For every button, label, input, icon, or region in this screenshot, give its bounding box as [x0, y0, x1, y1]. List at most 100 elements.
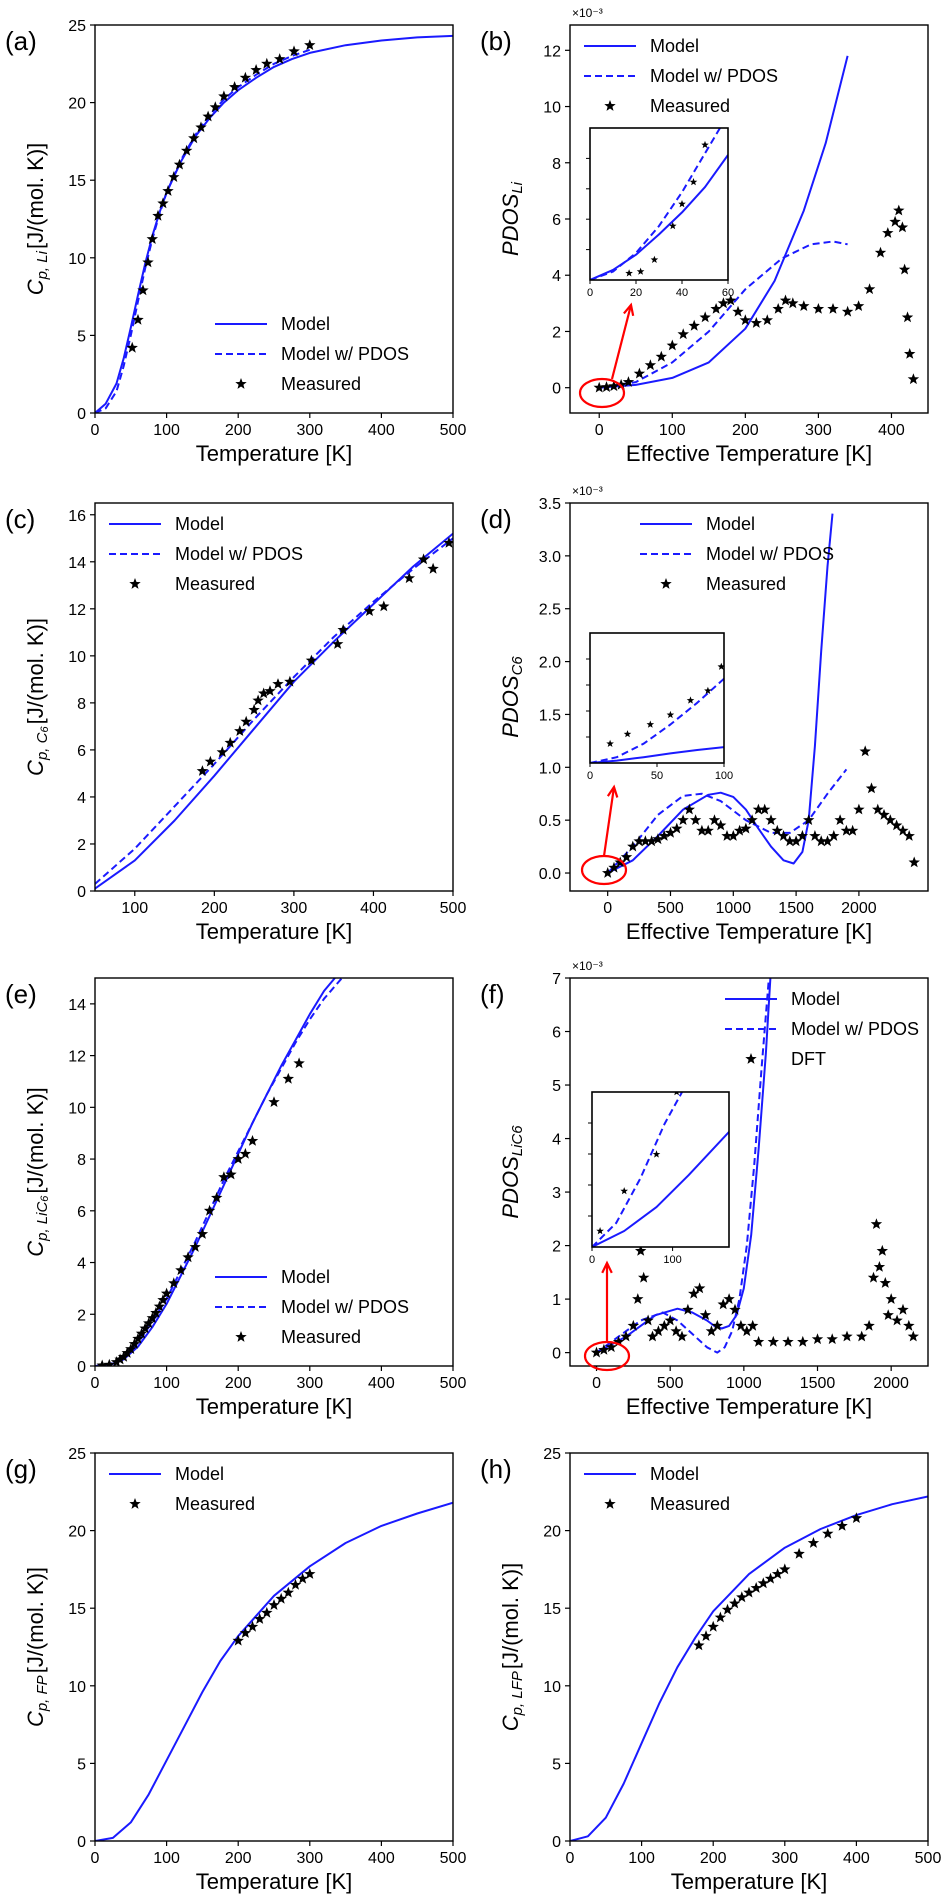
x-tick-label: 0 — [91, 1850, 100, 1867]
series-marker-marker — [188, 132, 200, 144]
inset-series-marker-marker — [650, 255, 659, 263]
legend-marker-star — [129, 1498, 141, 1509]
series-marker-marker — [114, 1353, 126, 1365]
series-marker-marker — [796, 830, 809, 841]
series-marker-marker — [157, 1294, 169, 1305]
series-marker-marker — [893, 204, 905, 216]
series-marker-marker — [304, 39, 316, 50]
x-axis-label: Temperature [K] — [196, 919, 353, 944]
plot-frame — [569, 502, 929, 892]
y-tick-label: 3.5 — [539, 496, 561, 513]
legend-label: Model — [650, 1464, 699, 1484]
series-marker-marker — [150, 1307, 162, 1318]
x-tick-label: 200 — [225, 1375, 252, 1392]
y-tick-label: 3 — [552, 1185, 561, 1202]
series-dashed-series — [95, 537, 453, 885]
series-solid-line — [95, 1501, 453, 1841]
series-marker-marker — [160, 1287, 173, 1299]
series-marker-marker — [252, 694, 264, 706]
x-tick-label: 300 — [296, 422, 323, 439]
series-marker-marker — [218, 90, 230, 102]
y-tick-label: 15 — [68, 173, 86, 190]
inset-x-tick-label: 20 — [630, 287, 642, 299]
y-axis-label-unit: [J/(mol. K)] — [498, 1563, 523, 1669]
series-marker-marker — [852, 300, 865, 311]
series-marker-marker — [765, 814, 777, 825]
series-marker-marker — [254, 1613, 266, 1624]
series-marker-marker — [907, 373, 920, 385]
sci-multiplier: ×10⁻³ — [572, 6, 603, 20]
legend-marker-star — [604, 100, 616, 111]
series-marker-series — [590, 1218, 919, 1358]
x-tick-label: 400 — [843, 1850, 870, 1867]
x-tick-label: 300 — [281, 900, 308, 917]
y-tick-label: 15 — [68, 1601, 86, 1618]
series-marker-marker — [772, 303, 784, 314]
series-marker-marker — [699, 311, 711, 323]
series-marker-marker — [203, 1204, 216, 1216]
series-marker-marker — [873, 1261, 886, 1272]
inset-series-marker-marker — [704, 686, 712, 694]
y-axis-label: PDOSC6 — [498, 656, 526, 738]
y-tick-label: 2 — [552, 324, 561, 341]
y-tick-label: 25 — [543, 1446, 561, 1463]
series-marker-marker — [189, 1241, 201, 1252]
legend-marker-star — [604, 1498, 616, 1509]
series-marker-marker — [363, 605, 376, 616]
inset-x-tick-label: 60 — [722, 287, 734, 299]
x-tick-label: 0 — [592, 1375, 601, 1392]
x-tick-label: 400 — [368, 422, 395, 439]
x-tick-label: 500 — [440, 900, 467, 917]
series-marker-marker — [856, 1330, 868, 1342]
y-tick-label: 1 — [552, 1292, 561, 1309]
inset-series-marker-marker — [678, 200, 686, 208]
inset-series-marker-marker — [666, 710, 675, 719]
series-marker-marker — [723, 1293, 735, 1304]
y-tick-label: 2.0 — [539, 655, 561, 672]
y-tick-label: 14 — [68, 997, 86, 1014]
series-marker-marker — [232, 1634, 244, 1646]
series-marker-marker — [793, 1547, 805, 1559]
inset-background — [592, 1092, 729, 1247]
series-marker-marker — [612, 1335, 625, 1347]
sci-multiplier: ×10⁻³ — [572, 959, 603, 973]
inset-x-tick-label: 0 — [589, 1254, 595, 1266]
series-marker-marker — [204, 755, 217, 767]
series-marker-marker — [282, 1072, 294, 1084]
legend-label: Measured — [175, 574, 255, 594]
x-tick-label: 400 — [368, 1375, 395, 1392]
series-marker-marker — [853, 803, 865, 815]
series-marker-marker — [714, 1611, 727, 1623]
series-marker-marker — [264, 685, 276, 696]
y-tick-label: 20 — [68, 96, 86, 113]
x-tick-label: 200 — [225, 1850, 252, 1867]
y-axis-label: Cp, LiC6 [J/(mol. K)] — [23, 1087, 51, 1257]
series-marker-marker — [234, 725, 246, 736]
series-marker-marker — [717, 297, 730, 309]
series-marker-marker — [296, 1572, 309, 1584]
y-tick-label: 0 — [77, 1359, 86, 1376]
series-marker-marker — [874, 246, 887, 258]
series-marker-marker — [180, 144, 193, 156]
legend-label: Model — [175, 514, 224, 534]
y-tick-label: 10 — [543, 1679, 561, 1696]
series-marker-marker — [304, 1568, 316, 1579]
series-marker-marker — [779, 294, 792, 306]
series-marker-marker — [289, 1578, 302, 1590]
y-tick-label: 0 — [77, 884, 86, 901]
series-marker-marker — [867, 1271, 880, 1283]
series-marker-marker — [139, 1322, 151, 1334]
x-tick-label: 200 — [201, 900, 228, 917]
series-marker-marker — [891, 1314, 903, 1326]
x-tick-label: 0 — [91, 1375, 100, 1392]
inset-series-marker-marker — [596, 1227, 604, 1235]
x-tick-label: 500 — [440, 1375, 467, 1392]
series-marker-marker — [725, 294, 737, 306]
series-marker-marker — [798, 300, 810, 311]
y-tick-label: 16 — [68, 508, 86, 525]
highlight-ellipse — [580, 854, 628, 886]
series-marker-marker — [152, 209, 164, 221]
inset: 0 20 40 60 — [586, 127, 734, 299]
inset-frame — [591, 1091, 730, 1248]
series-marker-marker — [777, 830, 790, 841]
